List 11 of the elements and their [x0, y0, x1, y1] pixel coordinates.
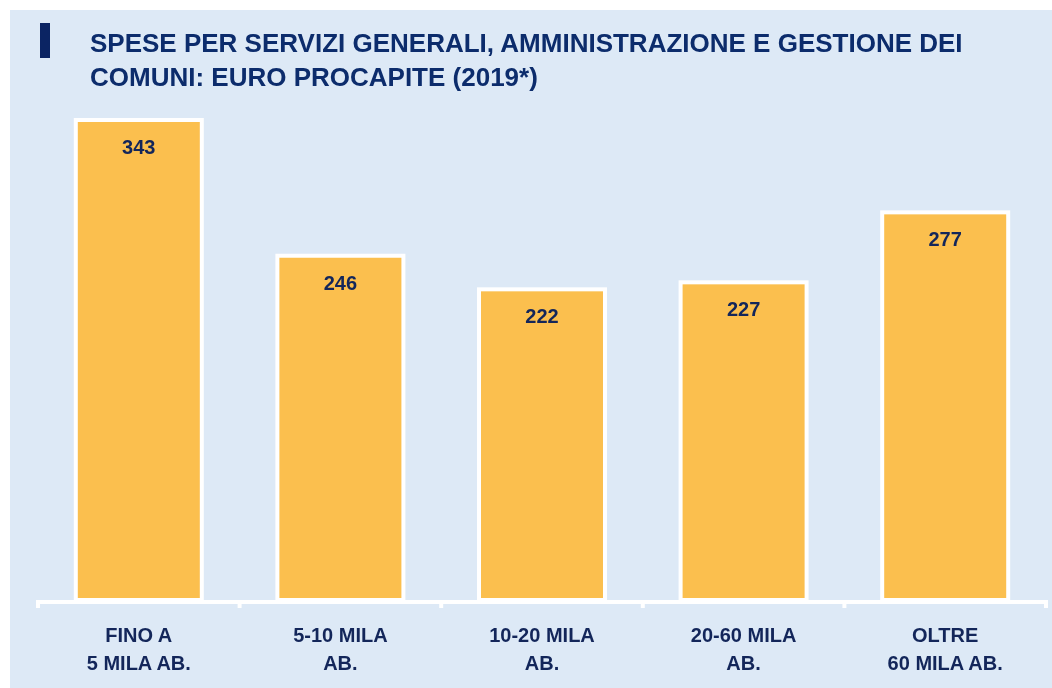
x-tick-label: FINO A 5 MILA AB. [86, 624, 191, 674]
x-tick-label: OLTRE 60 MILA AB. [887, 624, 1003, 674]
x-tick-label: 10-20 MILA AB. [489, 624, 595, 674]
data-label: 227 [726, 298, 761, 321]
data-label: 222 [525, 305, 559, 328]
data-label: 343 [122, 136, 156, 158]
chart-title: SPESE PER SERVIZI GENERALI, AMMINISTRAZIONE E GESTIONE DEI COMUNI: EURO PROCAPITE (2019*) [90, 28, 963, 92]
x-tick-label: 5-10 MILA AB. [293, 624, 388, 674]
data-label: 246 [323, 271, 358, 294]
data-label: 277 [928, 228, 962, 251]
x-tick-label: 20-60 MILA AB. [690, 624, 797, 674]
